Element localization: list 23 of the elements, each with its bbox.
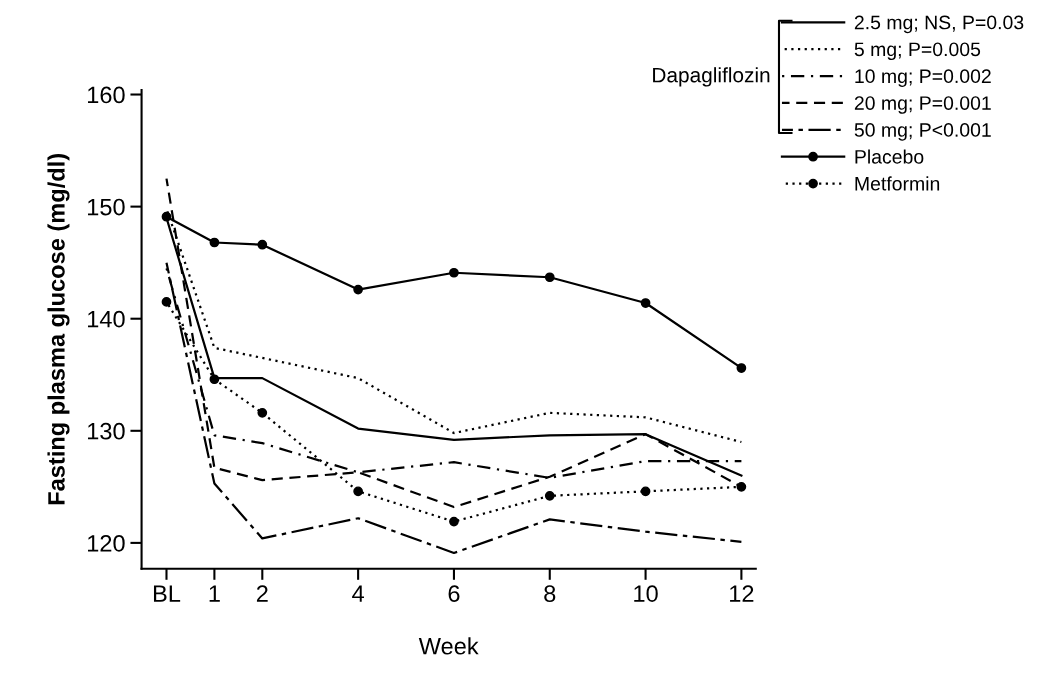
x-tick-label: 6 xyxy=(448,585,460,602)
y-tick-label: 140 xyxy=(88,310,125,328)
legend-label: 5 mg; P=0.005 xyxy=(854,42,981,61)
x-tick-label: 10 xyxy=(634,585,658,602)
x-tick-label: 1 xyxy=(209,585,220,602)
y-axis-title: Fasting plasma glucose (mg/dl) xyxy=(47,154,70,505)
x-tick-label: 4 xyxy=(352,585,364,602)
legend-label: Metformin xyxy=(855,176,940,191)
x-axis-title: Week xyxy=(418,637,479,655)
y-tick-label: 120 xyxy=(88,534,125,552)
legend-label: 20 mg; P=0.001 xyxy=(854,96,991,114)
y-tick-label: 160 xyxy=(88,86,125,104)
legend-label: 2.5 mg; NS, P=0.03 xyxy=(854,15,1024,34)
legend-label: Placebo xyxy=(855,149,924,164)
text: Dapagliflozin xyxy=(653,67,770,87)
x-tick-label: BL xyxy=(153,585,181,602)
legend-label: 10 mg; P=0.002 xyxy=(855,69,991,87)
x-tick-label: 12 xyxy=(730,585,754,602)
x-tick-label: 2 xyxy=(256,585,268,602)
y-tick-label: 130 xyxy=(88,422,125,440)
x-tick-label: 8 xyxy=(544,585,556,602)
y-tick-label: 150 xyxy=(88,198,125,216)
legend-label: 50 mg; P<0.001 xyxy=(854,123,991,141)
